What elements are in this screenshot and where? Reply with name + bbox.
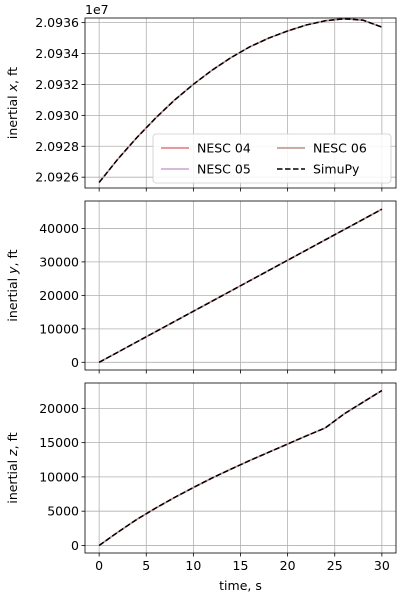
- y-tick-label: 20000: [39, 401, 79, 416]
- y-tick-label: 10000: [39, 469, 79, 484]
- x-tick-label: 10: [185, 558, 201, 573]
- legend-label: SimuPy: [313, 162, 360, 177]
- x-axis-label: time, s: [219, 578, 262, 593]
- y-tick-label: 30000: [39, 254, 79, 269]
- y-axis-label: inertial y, ft: [5, 249, 20, 321]
- series-line-simupy: [98, 18, 383, 183]
- y-axis-label: inertial z, ft: [5, 432, 20, 503]
- y-tick-label: 2.0934: [35, 46, 79, 61]
- y-tick-label: 10000: [39, 321, 79, 336]
- y-tick-label: 2.0930: [35, 108, 79, 123]
- y-tick-label: 20000: [39, 288, 79, 303]
- y-tick-label: 0: [71, 355, 79, 370]
- panel-1: 2.0926 2.0928 2.0930 2.0932 2.0934 2.0936 1e7 i…: [5, 2, 397, 192]
- x-tick-label: 20: [280, 558, 296, 573]
- x-tick-label: 30: [374, 558, 390, 573]
- panel-2: 0 10000 20000 30000 40000 inertial y, ft: [5, 200, 397, 374]
- y-tick-label: 2.0928: [35, 139, 79, 154]
- x-tick-label: 0: [95, 558, 103, 573]
- y-axis-label: inertial x, ft: [5, 67, 20, 139]
- x-tick-label: 5: [142, 558, 150, 573]
- series-line-simupy: [98, 208, 383, 363]
- legend-label: NESC 04: [197, 141, 251, 156]
- y-tick-label: 0: [71, 538, 79, 553]
- x-tick-label: 25: [327, 558, 343, 573]
- legend-box: [152, 133, 392, 184]
- legend-label: NESC 06: [313, 141, 367, 156]
- panel-3: 0 5000 10000 15000 20000 0 5 10 15 20 25 30 inertial…: [5, 382, 397, 593]
- series-line-simupy: [98, 389, 383, 547]
- y-tick-label: 15000: [39, 435, 79, 450]
- y-offset-label: 1e7: [85, 2, 109, 17]
- y-tick-label: 5000: [47, 504, 79, 519]
- y-tick-label: 40000: [39, 221, 79, 236]
- y-tick-label: 2.0926: [35, 170, 79, 185]
- y-tick-label: 2.0932: [35, 77, 79, 92]
- y-tick-label: 2.0936: [35, 15, 79, 30]
- x-tick-label: 15: [233, 558, 249, 573]
- legend-label: NESC 05: [197, 162, 251, 177]
